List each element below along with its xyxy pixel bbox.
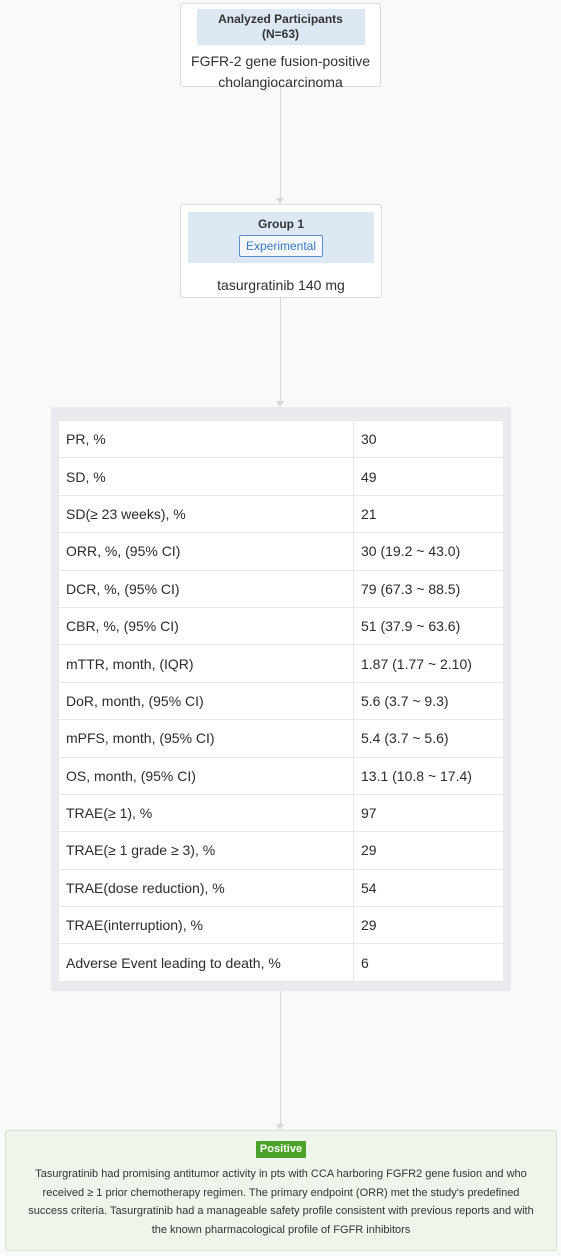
group-type-tag: Experimental (238, 235, 324, 257)
table-row: SD(≥ 23 weeks), % 21 (59, 495, 503, 534)
metric-label: PR, % (59, 421, 354, 459)
table-row: TRAE(≥ 1), % 97 (59, 794, 503, 833)
table-row: TRAE(dose reduction), % 54 (59, 869, 503, 908)
metric-value: 13.1 (10.8 ~ 17.4) (353, 757, 503, 795)
result-badge: Positive (255, 1141, 307, 1158)
table-row: mPFS, month, (95% CI) 5.4 (3.7 ~ 5.6) (59, 719, 503, 758)
metric-value: 51 (37.9 ~ 63.6) (353, 607, 503, 646)
group-arm: tasurgratinib 140 mg (217, 277, 345, 293)
metric-value: 29 (353, 906, 503, 945)
metric-label: DoR, month, (95% CI) (59, 682, 354, 721)
results-table: PR, % 30 SD, % 49 SD(≥ 23 weeks), % 21 ORR, %,… (59, 421, 503, 981)
metric-value: 30 (19.2 ~ 43.0) (353, 532, 503, 571)
table-row: DoR, month, (95% CI) 5.6 (3.7 ~ 9.3) (59, 682, 503, 721)
connector-arrow (276, 198, 284, 204)
metric-label: TRAE(interruption), % (59, 906, 354, 945)
metric-label: OS, month, (95% CI) (59, 757, 354, 795)
table-row: SD, % 49 (59, 457, 503, 496)
metric-label: mPFS, month, (95% CI) (59, 719, 354, 758)
metric-value: 79 (67.3 ~ 88.5) (353, 570, 503, 608)
table-row: Adverse Event leading to death, % 6 (59, 943, 503, 981)
metric-value: 97 (353, 794, 503, 833)
metric-label: Adverse Event leading to death, % (59, 943, 354, 981)
metric-label: TRAE(≥ 1), % (59, 794, 354, 833)
metric-label: TRAE(dose reduction), % (59, 869, 354, 908)
connector-line (280, 298, 281, 401)
metric-value: 5.4 (3.7 ~ 5.6) (353, 719, 503, 758)
metric-value: 5.6 (3.7 ~ 9.3) (353, 682, 503, 721)
table-row: TRAE(interruption), % 29 (59, 906, 503, 945)
metric-value: 6 (361, 954, 369, 971)
metric-value: 21 (353, 495, 503, 534)
participants-title: Analyzed Participants (N=63) (196, 9, 365, 45)
table-row: mTTR, month, (IQR) 1.87 (1.77 ~ 2.10) (59, 644, 503, 683)
connector-line (280, 87, 281, 198)
metric-label: SD(≥ 23 weeks), % (59, 495, 354, 534)
metric-label: mTTR, month, (IQR) (59, 644, 354, 683)
group-header: Group 1 Experimental (188, 212, 374, 263)
connector-line (280, 991, 281, 1124)
metric-value: 29 (353, 831, 503, 870)
results-panel: PR, % 30 SD, % 49 SD(≥ 23 weeks), % 21 ORR, %,… (51, 407, 511, 991)
table-row: TRAE(≥ 1 grade ≥ 3), % 29 (59, 831, 503, 870)
metric-label: SD, % (59, 457, 354, 496)
table-row: DCR, %, (95% CI) 79 (67.3 ~ 88.5) (59, 570, 503, 608)
participants-description: FGFR-2 gene fusion-positive cholangiocar… (191, 53, 370, 90)
table-row: OS, month, (95% CI) 13.1 (10.8 ~ 17.4) (59, 757, 503, 795)
conclusion-box: Positive Tasurgratinib had promising ant… (5, 1130, 557, 1251)
metric-label: ORR, %, (95% CI) (59, 532, 354, 571)
participants-box: Analyzed Participants (N=63) FGFR-2 gene… (180, 3, 381, 90)
table-row: PR, % 30 (59, 421, 503, 459)
table-row: CBR, %, (95% CI) 51 (37.9 ~ 63.6) (59, 607, 503, 646)
table-row: ORR, %, (95% CI) 30 (19.2 ~ 43.0) (59, 532, 503, 571)
metric-label: CBR, %, (95% CI) (59, 607, 354, 646)
metric-value: 49 (353, 457, 503, 496)
connector-arrow (276, 401, 284, 407)
metric-value: 30 (353, 421, 503, 459)
metric-value: 1.87 (1.77 ~ 2.10) (353, 644, 503, 683)
conclusion-text: Tasurgratinib had promising antitumor ac… (28, 1168, 534, 1236)
metric-label: DCR, %, (95% CI) (59, 570, 354, 608)
metric-value: 54 (353, 869, 503, 908)
connector-arrow (276, 1124, 284, 1130)
group-title: Group 1 (257, 217, 304, 231)
metric-label: TRAE(≥ 1 grade ≥ 3), % (59, 831, 354, 870)
group-box: Group 1 Experimental tasurgratinib 140 m… (180, 204, 382, 298)
